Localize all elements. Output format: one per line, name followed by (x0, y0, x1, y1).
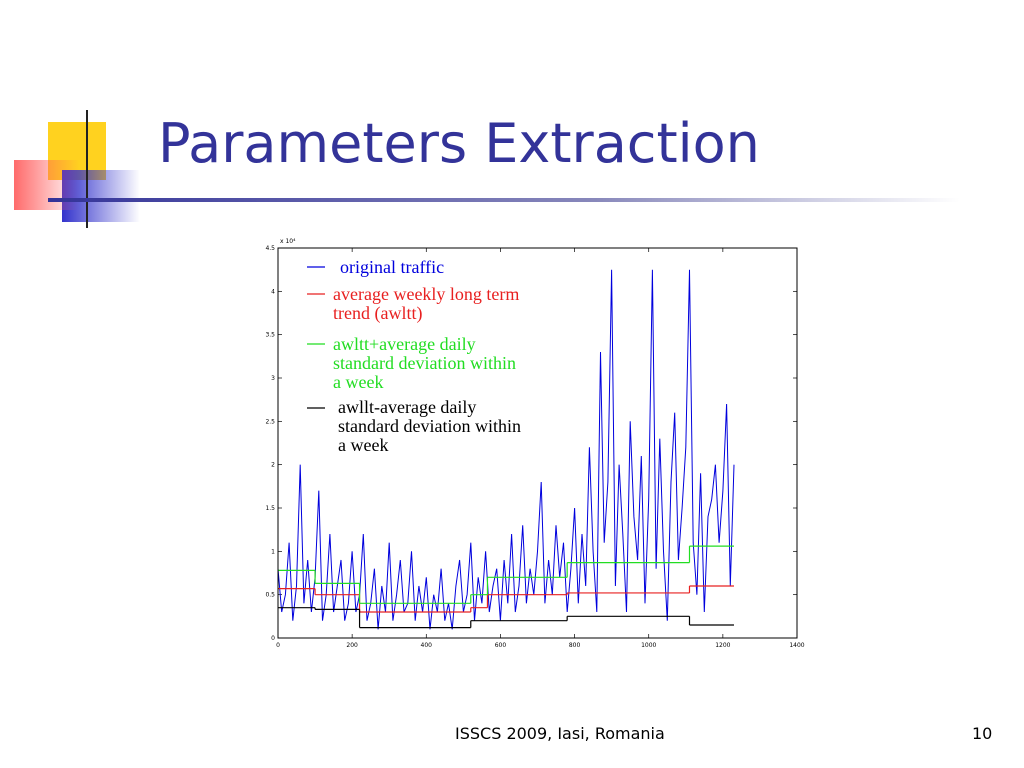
y-tick-label: 1 (271, 548, 275, 555)
x-tick-label: 1200 (715, 642, 730, 649)
x-tick-label: 800 (569, 642, 581, 649)
y-multiplier: x 10⁴ (280, 238, 296, 245)
legend-label: awllt-average daily standard deviation w… (338, 397, 521, 455)
traffic-line (277, 269, 735, 630)
y-tick-label: 2 (271, 462, 275, 469)
legend-label: average weekly long term trend (awltt) (333, 284, 520, 323)
legend-label: original traffic (340, 257, 445, 277)
footer: ISSCS 2009, Iasi, Romania (455, 724, 665, 743)
y-tick-label: 3.5 (265, 332, 275, 339)
y-tick-label: 4 (271, 288, 275, 295)
x-tick-label: 1400 (789, 642, 804, 649)
y-tick-label: 0.5 (265, 592, 275, 599)
y-tick-label: 1.5 (265, 505, 275, 512)
x-tick-label: 400 (421, 642, 433, 649)
legend-label: awltt+average daily standard deviation w… (333, 334, 516, 392)
slide-title: Parameters Extraction (158, 112, 760, 175)
x-tick-label: 0 (276, 642, 280, 649)
y-tick-label: 2.5 (265, 418, 275, 425)
plot-frame (277, 247, 798, 639)
x-tick-label: 1000 (641, 642, 656, 649)
y-tick-label: 3 (271, 375, 275, 382)
y-tick-label: 4.5 (265, 245, 275, 252)
y-tick-label: 0 (271, 635, 275, 642)
title-rule (48, 198, 960, 202)
page-number: 10 (972, 724, 993, 743)
x-tick-label: 600 (495, 642, 507, 649)
x-tick-label: 200 (346, 642, 358, 649)
